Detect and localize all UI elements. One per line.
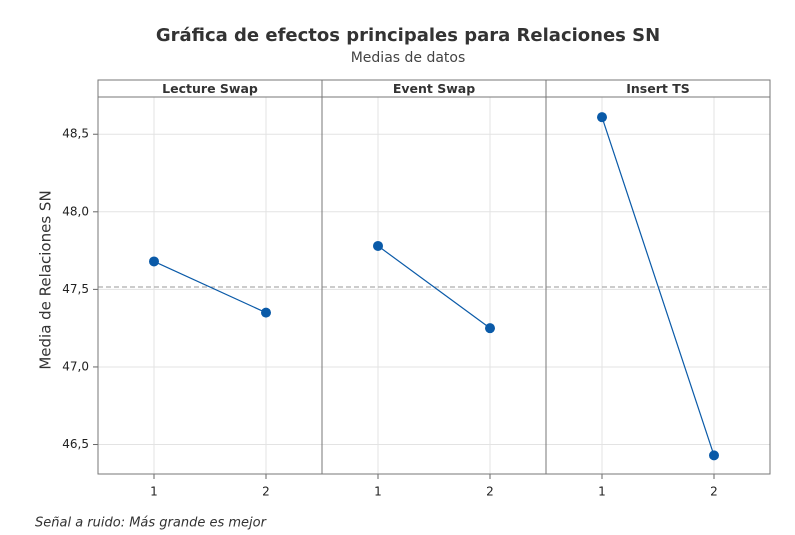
panel-title: Event Swap <box>393 81 475 96</box>
x-tick-label: 1 <box>598 485 606 499</box>
y-axis-label: Media de Relaciones SN <box>37 190 55 369</box>
y-tick-label: 48,5 <box>62 127 89 141</box>
data-point <box>485 323 495 334</box>
data-point <box>597 112 607 123</box>
panel-title: Insert TS <box>626 81 690 96</box>
data-point <box>709 450 719 461</box>
data-line <box>377 245 491 329</box>
y-tick-label: 47,0 <box>62 359 89 373</box>
x-tick-label: 1 <box>150 485 158 499</box>
data-point <box>373 240 383 251</box>
data-line <box>153 260 267 314</box>
data-point <box>149 256 159 267</box>
y-tick-label: 48,0 <box>62 204 89 218</box>
chart-title: Gráfica de efectos principales para Rela… <box>156 25 660 46</box>
panel-header <box>545 79 771 98</box>
x-tick-label: 2 <box>486 485 494 499</box>
y-tick-label: 46,5 <box>62 437 89 451</box>
panel-title: Lecture Swap <box>162 81 258 96</box>
footnote: Señal a ruido: Más grande es mejor <box>35 516 268 531</box>
x-tick-label: 1 <box>374 485 382 499</box>
chart-subtitle: Medias de datos <box>351 50 466 66</box>
data-line <box>601 116 715 456</box>
x-tick-label: 2 <box>262 485 270 499</box>
data-point <box>261 307 271 318</box>
x-tick-label: 2 <box>710 485 718 499</box>
y-tick-label: 47,5 <box>62 282 89 296</box>
